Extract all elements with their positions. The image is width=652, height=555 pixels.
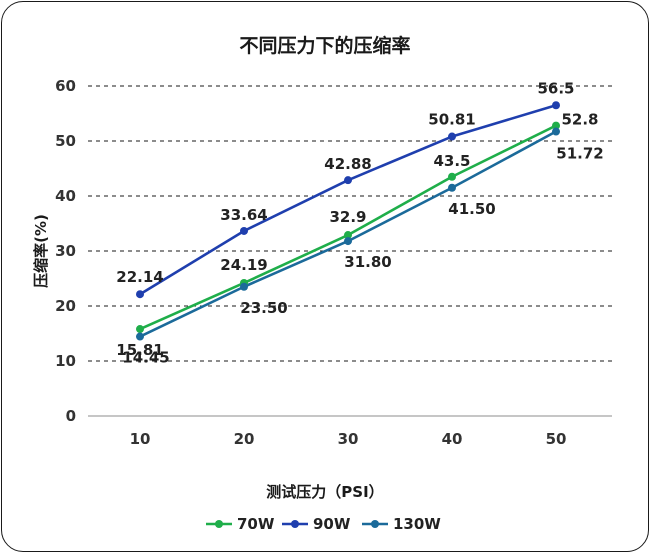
x-axis-label: 测试压力（PSI） — [266, 483, 383, 501]
data-label-130W: 31.80 — [344, 253, 391, 271]
data-point-130W — [552, 127, 560, 136]
legend: 70W 90W 130W — [206, 515, 441, 533]
y-tick-label: 10 — [55, 352, 76, 370]
data-label-90W: 33.64 — [220, 206, 267, 224]
gridlines — [88, 85, 612, 417]
data-point-70W — [344, 231, 352, 240]
data-point-130W — [344, 237, 352, 246]
data-label-70W: 24.19 — [220, 256, 267, 274]
data-point-90W — [240, 226, 248, 235]
y-tick-label: 60 — [55, 77, 76, 95]
data-label-130W: 23.50 — [240, 299, 287, 317]
x-tick-label: 10 — [130, 430, 151, 448]
data-label-90W: 50.81 — [428, 111, 475, 129]
data-label-90W: 56.5 — [537, 79, 574, 97]
data-label-130W: 41.50 — [448, 200, 495, 218]
data-point-90W — [448, 132, 456, 141]
y-tick-label: 30 — [55, 242, 76, 260]
y-tick-label: 20 — [55, 297, 76, 315]
data-label-90W: 22.14 — [116, 268, 163, 286]
x-tick-label: 50 — [546, 430, 567, 448]
data-point-130W — [136, 332, 144, 341]
series-points — [136, 101, 560, 341]
data-labels: 15.81 24.19 32.9 43.5 52.8 22.14 33.64 42.88 50.… — [116, 79, 603, 366]
data-point-70W — [136, 325, 144, 334]
y-axis-ticks: 0 10 20 30 40 50 60 — [55, 77, 76, 425]
data-label-70W: 52.8 — [561, 111, 598, 129]
data-label-90W: 42.88 — [324, 155, 371, 173]
y-tick-label: 0 — [66, 407, 76, 425]
data-label-70W: 32.9 — [329, 208, 366, 226]
data-label-130W: 51.72 — [556, 145, 603, 163]
data-point-130W — [448, 183, 456, 192]
chart-title: 不同压力下的压缩率 — [239, 34, 410, 57]
data-point-70W — [552, 121, 560, 130]
data-point-90W — [136, 290, 144, 299]
legend-label: 90W — [313, 515, 351, 533]
x-tick-label: 40 — [442, 430, 463, 448]
data-point-90W — [344, 176, 352, 185]
legend-swatch-marker — [215, 520, 223, 528]
data-label-130W: 14.45 — [122, 349, 169, 367]
legend-swatch-marker — [291, 520, 299, 528]
data-label-70W: 43.5 — [433, 152, 470, 170]
data-point-70W — [448, 172, 456, 181]
x-axis-ticks: 10 20 30 40 50 — [130, 430, 567, 448]
x-tick-label: 30 — [338, 430, 359, 448]
y-tick-label: 50 — [55, 132, 76, 150]
data-label-70W: 15.81 — [116, 341, 163, 359]
legend-label: 130W — [393, 515, 441, 533]
legend-label: 70W — [237, 515, 275, 533]
y-axis-label: 压缩率(%) — [32, 214, 50, 288]
legend-swatch-marker — [371, 520, 379, 528]
data-point-130W — [240, 282, 248, 291]
data-point-90W — [552, 101, 560, 110]
x-tick-label: 20 — [234, 430, 255, 448]
y-tick-label: 40 — [55, 187, 76, 205]
